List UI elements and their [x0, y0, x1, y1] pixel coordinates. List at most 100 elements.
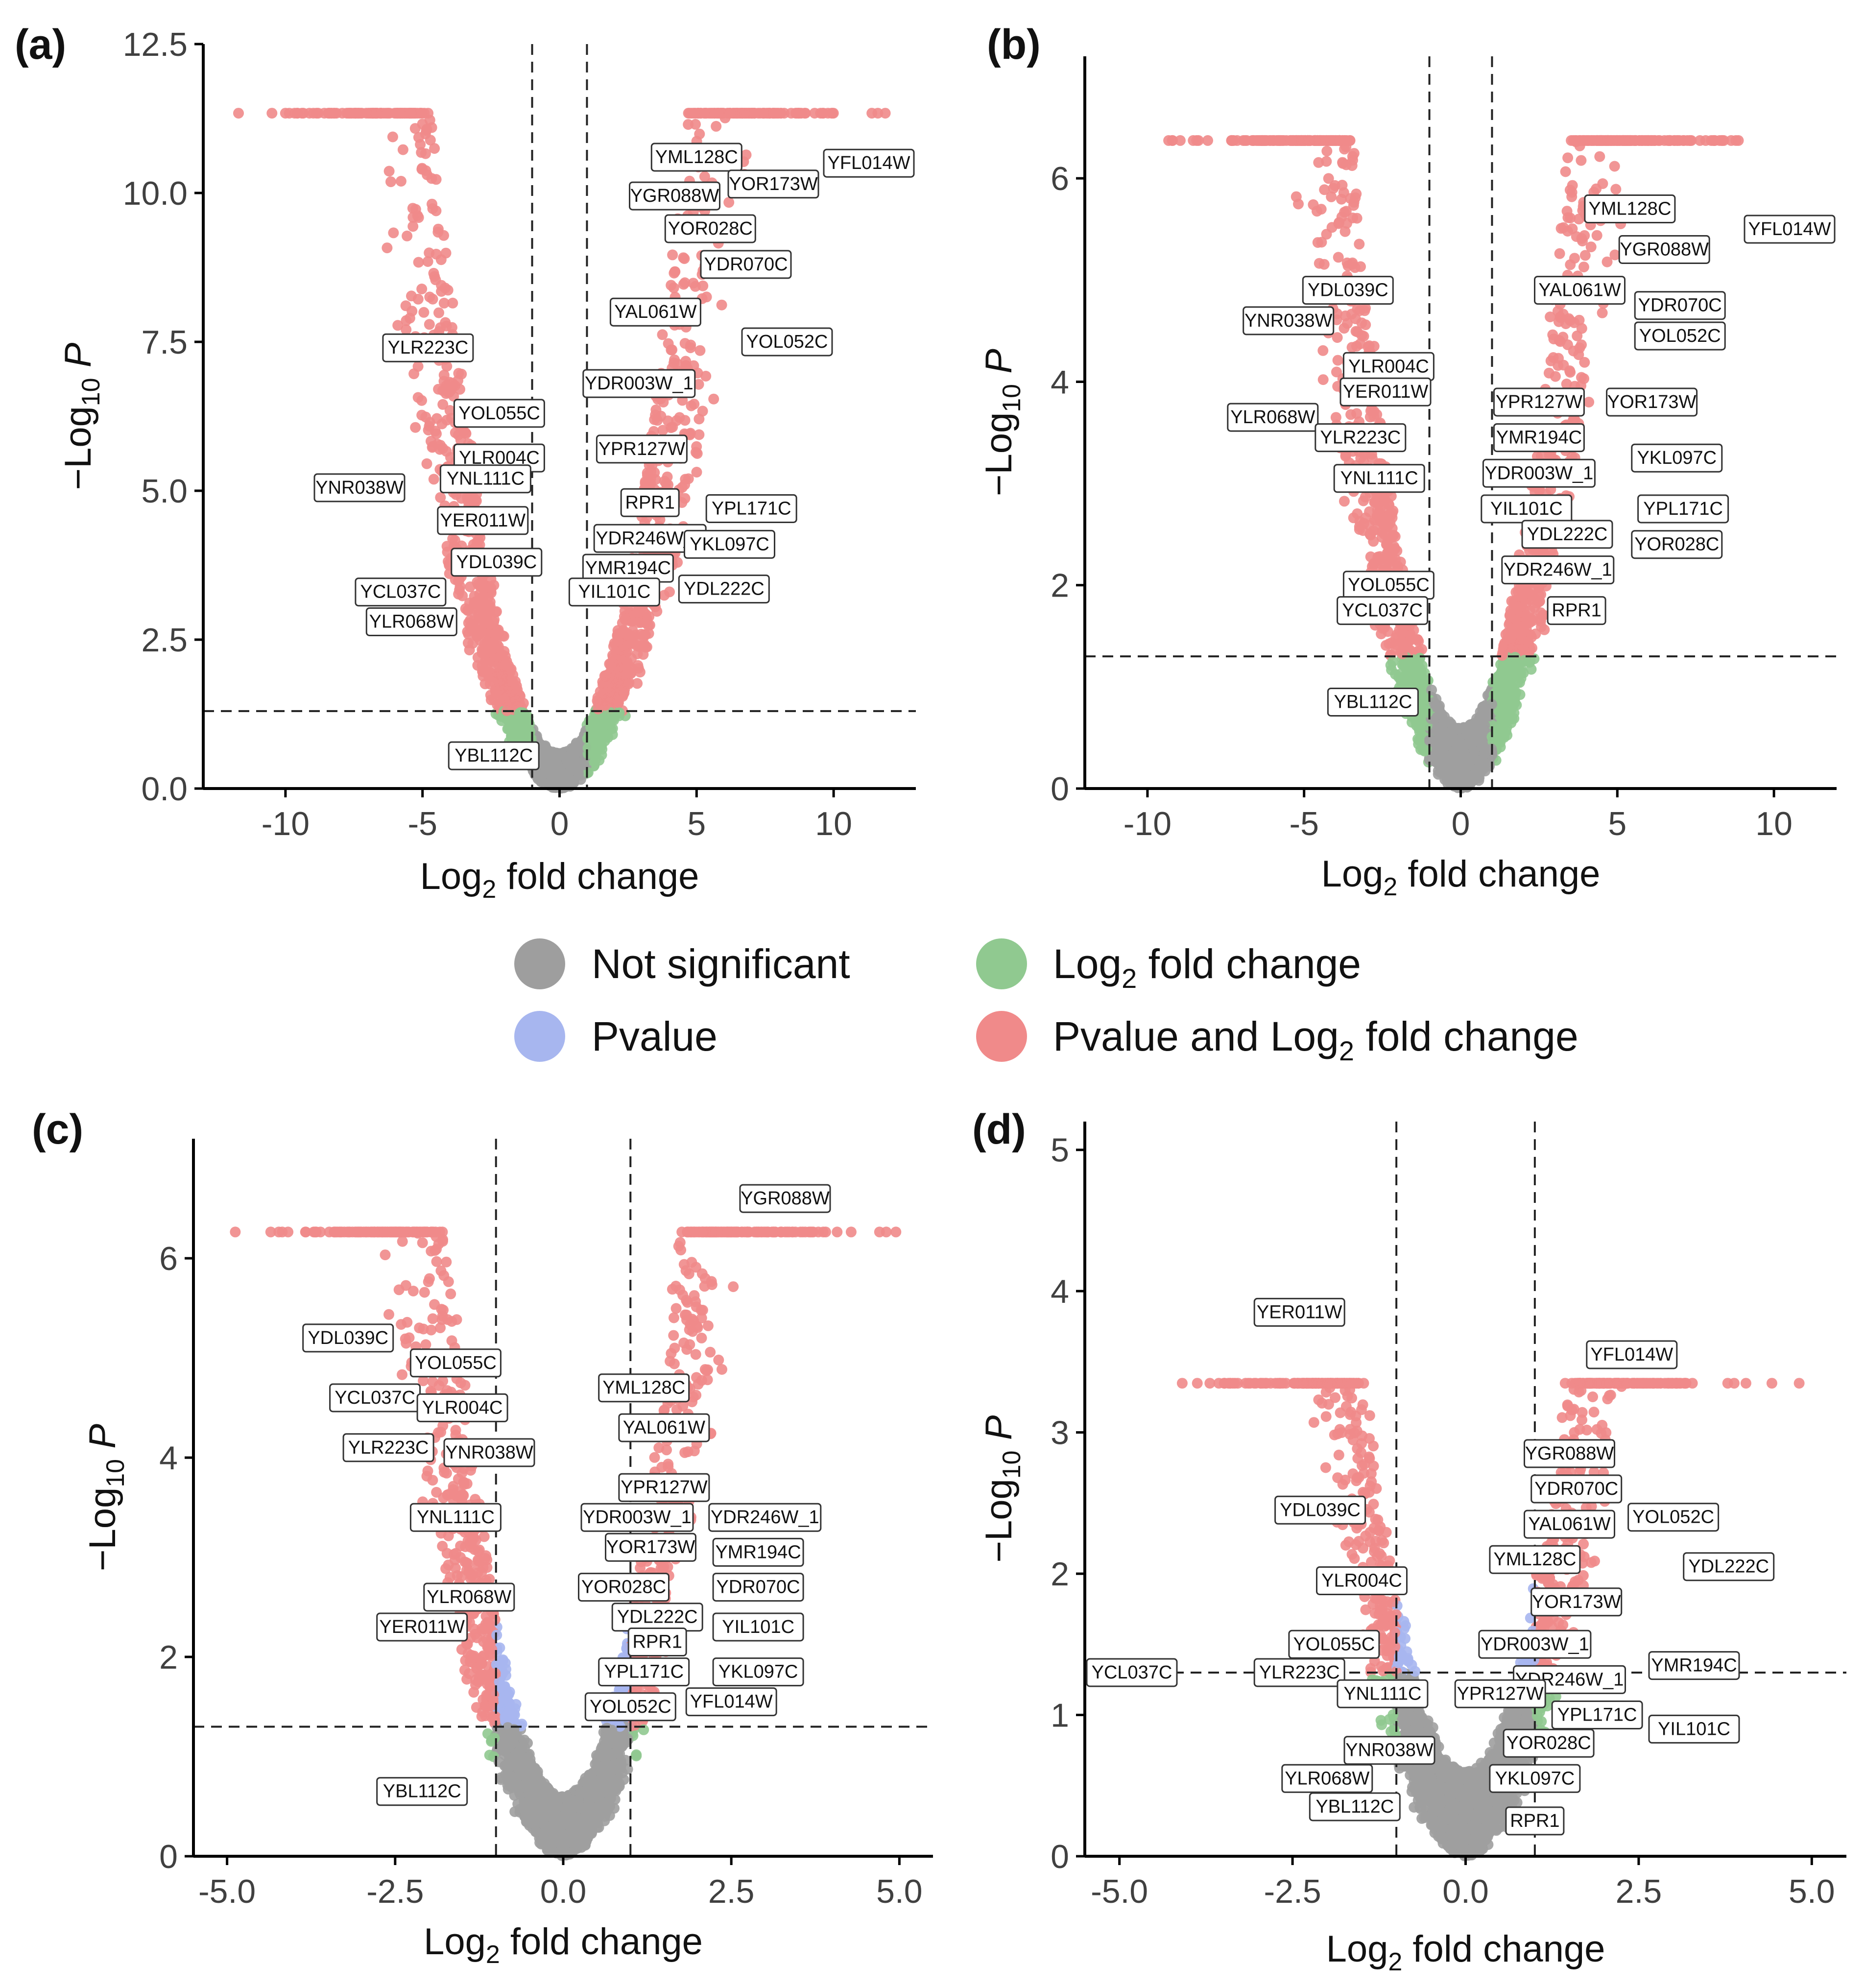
data-point: [1554, 248, 1565, 259]
data-point: [1576, 155, 1587, 166]
data-point: [423, 425, 434, 436]
data-point: [1174, 135, 1186, 146]
data-point: [1350, 313, 1361, 324]
data-point: [479, 678, 491, 690]
data-point: [679, 415, 691, 426]
data-point: [418, 307, 430, 318]
data-point: [515, 707, 526, 718]
data-point: [462, 605, 473, 616]
data-point: [767, 108, 779, 119]
x-tick-label: 0: [550, 805, 569, 842]
data-point: [1585, 241, 1597, 253]
data-point: [662, 471, 673, 482]
data-point: [1345, 409, 1357, 420]
data-point: [409, 123, 421, 134]
y-tick-label: 12.5: [123, 26, 188, 63]
data-point: [642, 467, 653, 479]
data-point: [1202, 135, 1213, 146]
data-point: [1583, 397, 1595, 407]
data-point: [1564, 365, 1575, 376]
data-point: [1378, 560, 1389, 572]
data-point: [1397, 648, 1408, 659]
gene-label: YGR088W: [629, 181, 720, 211]
gene-label: YLR068W: [365, 607, 457, 636]
gene-label-text: YDR070C: [704, 254, 788, 275]
data-point: [435, 440, 446, 451]
data-point: [1188, 135, 1199, 146]
data-point: [407, 212, 419, 223]
data-point: [1539, 624, 1550, 635]
data-point: [1602, 256, 1613, 267]
data-point: [711, 120, 722, 132]
data-point: [1354, 239, 1365, 250]
data-point: [723, 197, 735, 208]
data-point: [627, 625, 638, 636]
data-point: [543, 747, 554, 758]
gene-label-text: YGR088W: [630, 186, 719, 206]
data-point: [1360, 319, 1371, 331]
data-point: [397, 144, 408, 155]
gene-label-text: YDR003W_1: [585, 373, 693, 394]
data-point: [484, 669, 495, 680]
data-point: [280, 108, 291, 119]
data-point: [716, 299, 727, 311]
data-point: [1597, 307, 1608, 318]
data-point: [1321, 145, 1333, 157]
y-tick-label: 10.0: [123, 175, 188, 212]
data-point: [413, 257, 424, 268]
gene-label: YOR028C: [664, 214, 756, 243]
data-point: [421, 123, 432, 135]
data-point: [1561, 206, 1573, 217]
data-point: [1364, 506, 1375, 517]
data-point: [456, 368, 467, 380]
gene-label-text: YIL101C: [578, 582, 650, 602]
data-point: [679, 277, 691, 288]
gene-label-text: YCL037C: [360, 582, 441, 602]
data-point: [443, 386, 454, 398]
data-point: [491, 606, 502, 617]
gene-label-text: YLR068W: [369, 612, 454, 632]
data-point: [667, 344, 678, 356]
data-point: [638, 640, 649, 651]
data-point: [424, 319, 435, 330]
data-point: [632, 606, 643, 618]
data-point: [412, 392, 424, 403]
data-point: [668, 282, 679, 293]
data-point: [401, 324, 412, 335]
data-point: [460, 427, 471, 438]
data-point: [387, 131, 398, 143]
data-point: [1339, 323, 1350, 334]
gene-label: YOR173W: [727, 169, 819, 199]
gene-label: YNR038W: [313, 473, 406, 503]
gene-label-text: YML128C: [655, 147, 738, 168]
x-tick-label: -10: [262, 805, 310, 842]
data-point: [456, 493, 467, 504]
data-point: [792, 108, 804, 119]
gene-label-text: YOL055C: [458, 403, 540, 424]
data-point: [694, 345, 706, 356]
data-point: [1571, 231, 1582, 242]
data-point: [372, 108, 383, 119]
gene-label-text: YLR223C: [388, 337, 469, 358]
data-point: [430, 205, 442, 216]
data-point: [402, 230, 413, 241]
data-point: [1317, 374, 1329, 385]
data-point: [1334, 217, 1345, 228]
x-tick-label: 10: [815, 805, 852, 842]
gene-label: YDR070C: [700, 250, 792, 279]
data-point: [679, 253, 690, 264]
data-point: [450, 427, 461, 438]
data-point: [453, 588, 464, 599]
data-point: [697, 280, 709, 291]
data-point: [599, 714, 611, 724]
data-point: [649, 414, 660, 425]
data-point: [613, 636, 624, 647]
data-point: [667, 249, 678, 261]
data-point: [1369, 497, 1380, 508]
gene-label: YDL039C: [451, 548, 543, 577]
data-point: [1313, 157, 1324, 168]
gene-label: YDL222C: [678, 575, 770, 604]
data-point: [1339, 496, 1350, 507]
data-point: [392, 320, 404, 331]
gene-label: YIL101C: [568, 577, 660, 607]
